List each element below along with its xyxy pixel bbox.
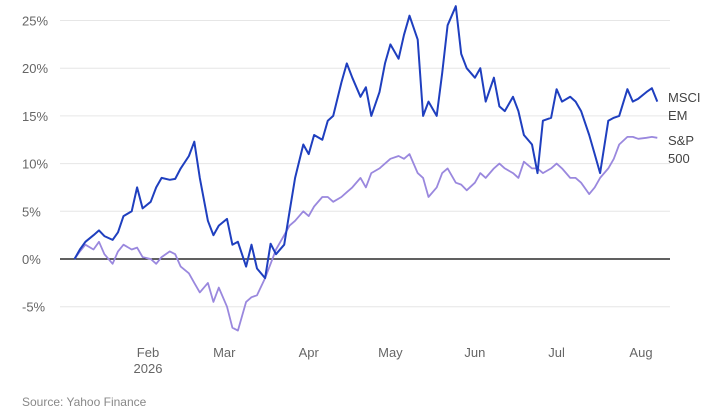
sp500-line	[73, 135, 658, 332]
y-tick-label: 5%	[22, 204, 41, 219]
x-tick-label: Feb	[137, 345, 159, 360]
y-tick-label: 10%	[22, 157, 48, 172]
grid-lines	[60, 20, 670, 308]
x-tick-sublabel: 2026	[134, 361, 163, 376]
series-lines	[73, 5, 659, 332]
x-tick-label: May	[378, 345, 403, 360]
x-tick-label: Apr	[299, 345, 320, 360]
msci-em-line	[73, 5, 659, 280]
y-tick-label: -5%	[22, 300, 46, 315]
y-axis-tick-labels: 25% 20% 15% 10% 5% 0% -5%	[22, 14, 48, 315]
y-tick-label: 20%	[22, 61, 48, 76]
source-note: Source: Yahoo Finance	[22, 395, 147, 409]
series-labels: MSCI EM S&P 500	[668, 90, 701, 166]
msci-em-label: EM	[668, 108, 688, 123]
msci-em-label: MSCI	[668, 90, 701, 105]
sp500-label: 500	[668, 151, 690, 166]
sp500-label: S&P	[668, 133, 694, 148]
x-tick-label: Mar	[213, 345, 236, 360]
x-tick-label: Jul	[548, 345, 565, 360]
x-tick-label: Aug	[629, 345, 652, 360]
y-tick-label: 25%	[22, 14, 48, 29]
x-tick-label: Jun	[464, 345, 485, 360]
y-tick-label: 15%	[22, 109, 48, 124]
y-tick-label: 0%	[22, 252, 41, 267]
